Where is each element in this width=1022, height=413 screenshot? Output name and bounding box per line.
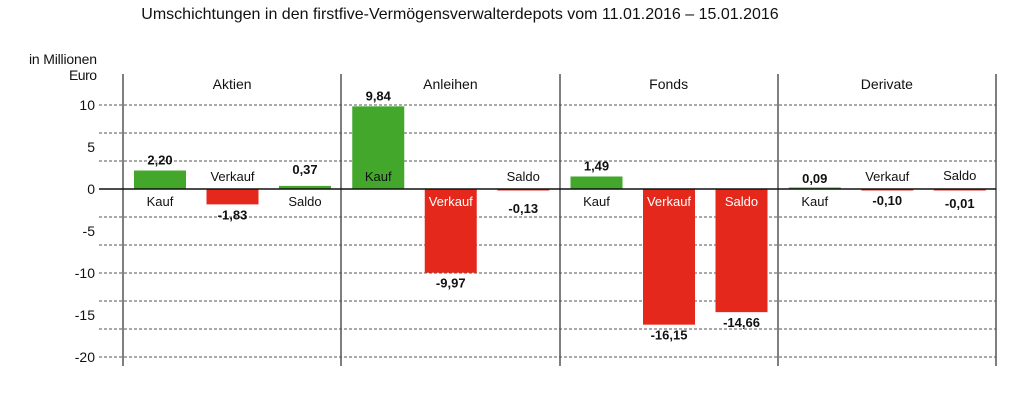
value-label: -1,83	[218, 207, 248, 222]
y-tick-label: -5	[83, 223, 96, 239]
group-label-fonds: Fonds	[649, 76, 688, 92]
y-tick-label: -15	[75, 307, 95, 323]
bar-anleihen-kauf	[352, 106, 405, 189]
bar-fonds-verkauf	[643, 189, 695, 325]
bar-category-label: Saldo	[725, 194, 758, 209]
bar-anleihen-verkauf	[424, 189, 477, 273]
y-axis-label: in Millionen	[29, 51, 97, 67]
bar-aktien-kauf	[134, 170, 186, 189]
bar-category-label: Verkauf	[210, 169, 254, 184]
value-label: -0,10	[872, 193, 902, 208]
bar-category-label: Saldo	[507, 169, 540, 184]
y-tick-label: -10	[75, 265, 95, 281]
value-label: 1,49	[584, 158, 609, 173]
bar-category-label: Kauf	[583, 194, 610, 209]
group-label-aktien: Aktien	[213, 76, 252, 92]
value-label: 9,84	[366, 88, 392, 103]
value-label: -14,66	[723, 315, 760, 330]
bar-fonds-kauf	[570, 176, 623, 189]
y-tick-label: 10	[79, 97, 95, 113]
group-label-derivate: Derivate	[861, 76, 913, 92]
bar-category-label: Verkauf	[429, 194, 473, 209]
y-tick-label: 0	[87, 181, 95, 197]
value-label: -0,01	[945, 196, 975, 211]
value-label: -9,97	[436, 276, 466, 291]
value-label: -16,15	[651, 328, 688, 343]
bar-fonds-saldo	[715, 189, 768, 313]
y-tick-label: -20	[75, 349, 95, 365]
bar-category-label: Saldo	[288, 194, 321, 209]
value-label: 0,09	[802, 171, 827, 186]
bar-aktien-verkauf	[206, 189, 259, 205]
value-label: 0,37	[292, 162, 317, 177]
y-axis-label: Euro	[69, 67, 97, 83]
bar-category-label: Kauf	[801, 194, 828, 209]
value-label: 2,20	[147, 153, 172, 168]
value-label: -0,13	[508, 201, 538, 216]
bar-category-label: Verkauf	[647, 194, 691, 209]
group-label-anleihen: Anleihen	[423, 76, 478, 92]
bar-category-label: Saldo	[943, 168, 976, 183]
bar-category-label: Verkauf	[865, 169, 909, 184]
bar-aktien-saldo	[279, 185, 331, 189]
bar-category-label: Kauf	[147, 194, 174, 209]
y-tick-label: 5	[87, 139, 95, 155]
bar-category-label: Kauf	[365, 169, 392, 184]
chart-title: Umschichtungen in den firstfive-Vermögen…	[141, 6, 779, 23]
